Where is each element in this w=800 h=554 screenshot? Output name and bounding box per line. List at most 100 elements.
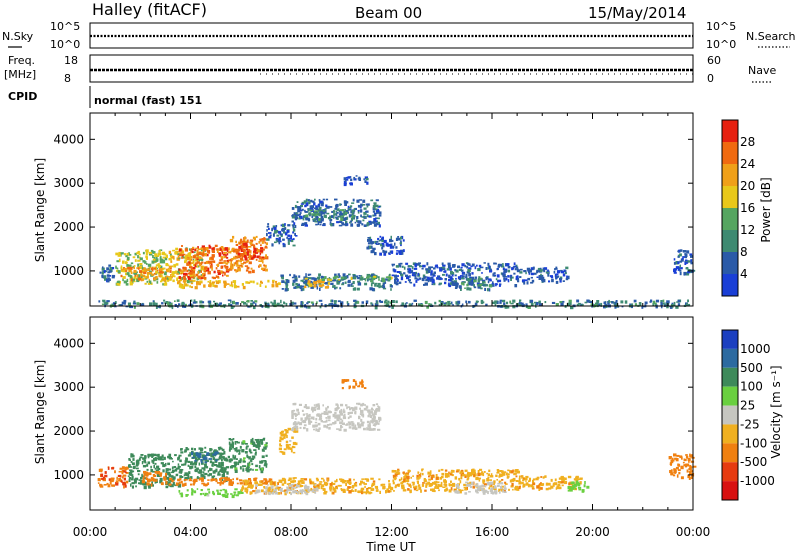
data-cell-14 bbox=[492, 283, 495, 287]
data-cell-0 bbox=[114, 470, 116, 474]
data-cell-2 bbox=[123, 268, 127, 271]
data-cell-20 bbox=[306, 302, 309, 305]
data-cell-20 bbox=[518, 302, 523, 306]
data-cell-5 bbox=[229, 460, 232, 463]
data-cell-8 bbox=[368, 215, 371, 218]
data-cell-1 bbox=[153, 256, 156, 259]
data-cell-10 bbox=[388, 490, 391, 493]
data-cell-13 bbox=[493, 486, 497, 489]
data-cell-6 bbox=[227, 477, 230, 480]
data-cell-18 bbox=[388, 243, 392, 246]
velocity-colorbar-tick-25: 25 bbox=[740, 399, 755, 413]
data-cell-7 bbox=[292, 231, 295, 234]
data-cell-12 bbox=[507, 473, 510, 476]
data-cell-16 bbox=[548, 280, 551, 283]
data-cell-8 bbox=[314, 421, 318, 424]
data-cell-16 bbox=[530, 281, 534, 284]
data-cell-4 bbox=[196, 257, 199, 260]
data-cell-11 bbox=[314, 483, 317, 486]
data-cell-20 bbox=[300, 301, 302, 305]
data-cell-10 bbox=[259, 283, 262, 287]
data-cell-11 bbox=[377, 282, 381, 286]
data-cell-1 bbox=[130, 483, 132, 487]
data-cell-3 bbox=[193, 251, 196, 254]
data-cell-13 bbox=[494, 485, 497, 488]
data-cell-4 bbox=[222, 254, 226, 256]
data-cell-3 bbox=[171, 271, 176, 275]
data-cell-17 bbox=[679, 455, 683, 459]
data-cell-12 bbox=[304, 277, 308, 280]
data-cell-8 bbox=[372, 207, 376, 211]
data-cell-4 bbox=[226, 249, 229, 253]
data-cell-0 bbox=[98, 468, 101, 472]
station-title: Halley (fitACF) bbox=[92, 0, 207, 19]
data-cell-8 bbox=[310, 416, 314, 420]
data-cell-1 bbox=[115, 265, 117, 269]
data-cell-20 bbox=[320, 303, 323, 307]
data-cell-16 bbox=[359, 381, 363, 385]
data-cell-4 bbox=[225, 262, 228, 265]
data-cell-1 bbox=[147, 453, 151, 457]
data-cell-1 bbox=[143, 459, 146, 463]
data-cell-3 bbox=[190, 476, 193, 480]
data-cell-10 bbox=[223, 284, 226, 288]
data-cell-4 bbox=[222, 274, 224, 277]
data-cell-9 bbox=[191, 489, 194, 493]
data-cell-8 bbox=[291, 214, 294, 217]
data-cell-20 bbox=[525, 305, 528, 309]
data-cell-10 bbox=[292, 485, 296, 487]
data-cell-20 bbox=[673, 301, 676, 305]
data-cell-5 bbox=[261, 241, 264, 244]
data-cell-9 bbox=[181, 492, 183, 496]
data-cell-12 bbox=[437, 481, 440, 484]
data-cell-8 bbox=[362, 414, 365, 418]
data-cell-1 bbox=[162, 283, 165, 286]
data-cell-8 bbox=[367, 414, 370, 418]
data-cell-4 bbox=[224, 272, 226, 276]
data-cell-5 bbox=[229, 239, 233, 241]
data-cell-8 bbox=[373, 202, 377, 205]
data-cell-14 bbox=[466, 266, 469, 269]
data-cell-14 bbox=[436, 277, 439, 280]
data-cell-17 bbox=[350, 182, 353, 185]
data-cell-3 bbox=[191, 463, 194, 466]
data-cell-12 bbox=[402, 489, 407, 492]
data-cell-14 bbox=[411, 266, 414, 270]
data-cell-3 bbox=[179, 270, 181, 273]
data-cell-4 bbox=[206, 452, 210, 456]
data-cell-6 bbox=[195, 478, 198, 482]
data-cell-0 bbox=[100, 469, 103, 473]
data-cell-0 bbox=[120, 480, 123, 483]
data-cell-8 bbox=[299, 422, 303, 426]
data-cell-3 bbox=[193, 263, 196, 267]
data-cell-8 bbox=[377, 217, 380, 220]
data-cell-12 bbox=[415, 485, 418, 489]
data-cell-10 bbox=[329, 488, 332, 491]
data-cell-4 bbox=[217, 272, 221, 275]
data-cell-5 bbox=[252, 468, 254, 471]
data-cell-6 bbox=[215, 478, 218, 481]
data-cell-14 bbox=[421, 277, 425, 282]
data-cell-14 bbox=[425, 278, 429, 281]
data-cell-16 bbox=[520, 268, 523, 271]
data-cell-20 bbox=[614, 305, 617, 309]
data-cell-10 bbox=[299, 479, 302, 483]
data-cell-7 bbox=[271, 228, 273, 232]
data-cell-8 bbox=[317, 428, 320, 432]
data-cell-8 bbox=[308, 420, 311, 423]
data-cell-5 bbox=[248, 254, 251, 257]
data-cell-8 bbox=[339, 412, 343, 416]
data-cell-6 bbox=[249, 255, 253, 258]
data-cell-20 bbox=[677, 299, 681, 303]
data-cell-14 bbox=[421, 267, 424, 270]
data-cell-8 bbox=[315, 223, 318, 226]
data-cell-14 bbox=[440, 278, 443, 280]
data-cell-11 bbox=[281, 280, 285, 283]
data-cell-12 bbox=[393, 490, 395, 492]
data-cell-1 bbox=[171, 466, 174, 470]
data-cell-17 bbox=[682, 461, 685, 464]
data-cell-16 bbox=[559, 277, 563, 281]
data-cell-19 bbox=[678, 269, 682, 272]
data-cell-20 bbox=[665, 302, 670, 306]
data-cell-20 bbox=[267, 304, 270, 309]
